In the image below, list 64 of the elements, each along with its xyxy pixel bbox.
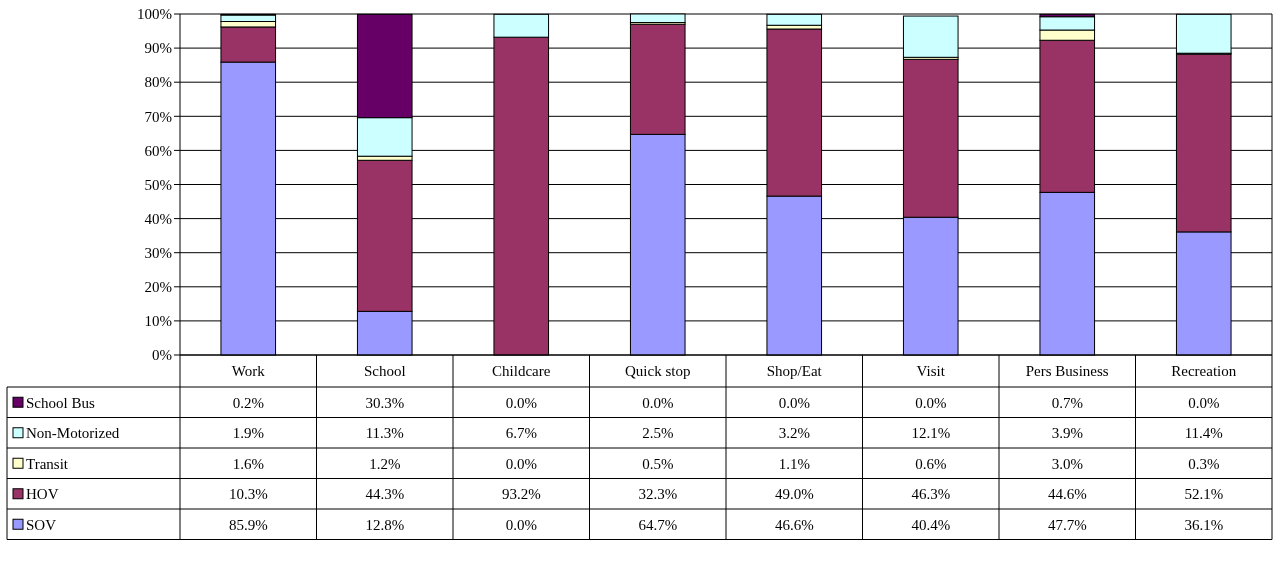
y-tick-label: 100% xyxy=(137,6,172,23)
data-label: 0.0% xyxy=(505,394,537,411)
legend-label: Transit xyxy=(26,455,69,472)
data-label: 6.7% xyxy=(505,425,537,441)
data-label: 93.2% xyxy=(501,486,541,502)
x-tick-label: Shop/Eat xyxy=(766,363,823,380)
data-label: 0.5% xyxy=(642,455,674,472)
data-label: 85.9% xyxy=(228,516,268,533)
data-label: 10.3% xyxy=(228,486,268,502)
legend-label: SOV xyxy=(26,516,57,533)
data-label: 2.5% xyxy=(642,425,674,441)
data-label: 1.2% xyxy=(369,455,401,472)
data-label: 47.7% xyxy=(1047,516,1087,533)
data-label: 40.4% xyxy=(911,516,951,533)
data-label: 30.3% xyxy=(365,394,405,411)
data-label: 44.6% xyxy=(1047,486,1087,502)
data-label: 0.2% xyxy=(232,394,264,411)
y-tick-label: 70% xyxy=(144,108,172,125)
x-tick-label: Quick stop xyxy=(625,363,691,380)
data-label: 36.1% xyxy=(1184,516,1224,533)
data-label: 0.0% xyxy=(915,394,947,411)
y-tick-label: 90% xyxy=(144,40,172,57)
y-tick-label: 40% xyxy=(144,210,172,227)
data-label: 3.9% xyxy=(1051,425,1083,441)
data-label: 32.3% xyxy=(638,486,678,502)
data-label: 0.0% xyxy=(642,394,674,411)
data-label: 11.4% xyxy=(1184,425,1223,441)
data-label: 46.3% xyxy=(911,486,951,502)
y-tick-label: 50% xyxy=(144,176,172,193)
x-tick-label: Pers Business xyxy=(1025,363,1109,380)
legend-label: Non-Motorized xyxy=(26,425,120,441)
data-label: 44.3% xyxy=(365,486,405,502)
data-label: 46.6% xyxy=(774,516,814,533)
legend-label: School Bus xyxy=(26,394,95,411)
x-tick-label: Work xyxy=(231,363,266,380)
y-tick-label: 60% xyxy=(144,142,172,159)
data-label: 3.0% xyxy=(1051,455,1083,472)
data-label: 0.0% xyxy=(1188,394,1220,411)
data-label: 0.3% xyxy=(1188,455,1220,472)
legend-label: HOV xyxy=(26,486,59,502)
data-label: 64.7% xyxy=(638,516,678,533)
data-label: 3.2% xyxy=(778,425,810,441)
y-tick-label: 0% xyxy=(152,347,172,364)
data-label: 0.6% xyxy=(915,455,947,472)
y-tick-label: 10% xyxy=(144,313,172,330)
y-tick-label: 80% xyxy=(144,74,172,91)
x-tick-label: School xyxy=(363,363,406,380)
data-label: 12.8% xyxy=(365,516,405,533)
data-label: 0.0% xyxy=(505,516,537,533)
data-label: 1.9% xyxy=(232,425,264,441)
data-label: 12.1% xyxy=(911,425,951,441)
y-tick-label: 30% xyxy=(144,244,172,261)
x-tick-label: Recreation xyxy=(1171,363,1237,380)
data-label: 11.3% xyxy=(365,425,404,441)
data-label: 0.0% xyxy=(505,455,537,472)
data-label: 1.1% xyxy=(778,455,810,472)
y-tick-label: 20% xyxy=(144,279,172,296)
data-label: 49.0% xyxy=(774,486,814,502)
data-label: 1.6% xyxy=(232,455,264,472)
data-label: 0.0% xyxy=(778,394,810,411)
data-label: 52.1% xyxy=(1184,486,1224,502)
x-tick-label: Childcare xyxy=(492,363,551,380)
x-tick-label: Visit xyxy=(916,363,946,380)
data-label: 0.7% xyxy=(1051,394,1083,411)
